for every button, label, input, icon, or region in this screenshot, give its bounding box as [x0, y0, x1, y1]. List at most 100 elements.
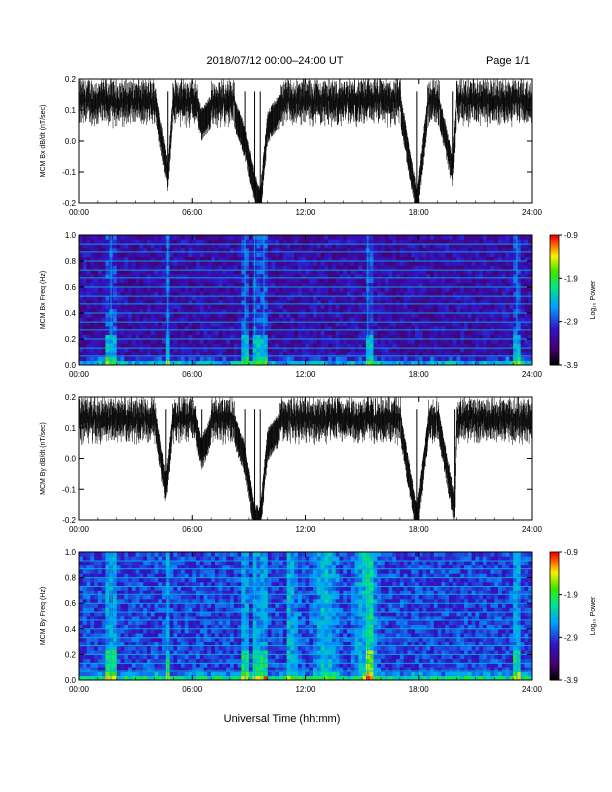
spectrogram-cell — [97, 313, 103, 318]
spectrogram-cell — [358, 235, 363, 240]
spectrogram-cell — [441, 265, 446, 271]
spectrogram-cell — [135, 261, 140, 266]
spectrogram-cell — [305, 265, 310, 271]
spectrogram-cell — [86, 274, 91, 279]
spectrogram-cell — [362, 291, 367, 297]
spectrogram-cell — [282, 339, 288, 344]
spectrogram-cell — [173, 577, 178, 583]
spectrogram-cell — [162, 620, 167, 625]
spectrogram-cell — [226, 295, 231, 301]
spectrogram-cell — [101, 360, 106, 366]
spectrogram-cell — [275, 278, 280, 284]
spectrogram-cell — [275, 313, 280, 318]
spectrogram-cell — [414, 295, 420, 301]
spectrogram-cell — [218, 343, 223, 349]
spectrogram-cell — [192, 287, 197, 292]
spectrogram-cell — [196, 313, 201, 318]
spectrogram-cell — [441, 256, 446, 262]
spectrogram-cell — [256, 252, 261, 258]
spectrogram-cell — [196, 633, 201, 638]
spectrogram-cell — [154, 556, 159, 561]
spectrogram-cell — [82, 586, 87, 591]
spectrogram-cell — [445, 360, 450, 366]
spectrogram-cell — [335, 334, 340, 340]
spectrogram-cell — [460, 243, 465, 249]
spectrogram-cell — [388, 360, 393, 366]
spectrogram-cell — [460, 256, 465, 262]
colorbar-tick-label: -3.9 — [564, 361, 578, 370]
spectrogram-cell — [211, 300, 216, 305]
spectrogram-cell — [267, 261, 272, 266]
spectrogram-cell — [396, 252, 401, 258]
spectrogram-cell — [158, 586, 163, 591]
spectrogram-cell — [82, 607, 87, 613]
spectrogram-cell — [524, 308, 529, 314]
spectrogram-cell — [399, 261, 405, 266]
spectrogram-cell — [188, 269, 193, 275]
spectrogram-cell — [245, 282, 250, 288]
spectrogram-cell — [207, 287, 212, 292]
spectrogram-cell — [467, 300, 472, 305]
spectrogram-cell — [218, 278, 223, 284]
spectrogram-cell — [112, 248, 118, 253]
colorbar-cell — [550, 330, 559, 333]
spectrogram-cell — [184, 282, 189, 288]
spectrogram-cell — [196, 278, 201, 284]
spectrogram-cell — [263, 248, 269, 253]
spectrogram-cell — [445, 287, 450, 292]
spectrogram-cell — [528, 278, 533, 284]
spectrogram-cell — [282, 282, 288, 288]
spectrogram-cell — [101, 295, 106, 301]
spectrogram-cell — [350, 239, 355, 245]
spectrogram-cell — [139, 577, 144, 583]
spectrogram-cell — [520, 261, 525, 266]
spectrogram-cell — [131, 641, 137, 647]
spectrogram-cell — [192, 633, 197, 638]
spectrogram-cell — [233, 248, 238, 253]
spectrogram-cell — [120, 278, 125, 284]
spectrogram-cell — [199, 239, 204, 245]
spectrogram-cell — [105, 287, 110, 292]
spectrogram-cell — [218, 330, 223, 336]
spectrogram-cell — [90, 607, 95, 613]
spectrogram-cell — [381, 274, 386, 279]
spectrogram-cell — [316, 274, 321, 279]
spectrogram-cell — [112, 598, 118, 604]
spectrogram-cell — [211, 654, 216, 660]
spectrogram-cell — [82, 278, 87, 284]
spectrogram-cell — [180, 356, 186, 362]
spectrogram-cell — [226, 256, 231, 262]
spectrogram-cell — [154, 603, 159, 608]
spectrogram-cell — [222, 321, 227, 327]
spectrogram-cell — [131, 611, 137, 617]
spectrogram-cell — [94, 577, 99, 583]
spectrogram-cell — [445, 352, 450, 357]
spectrogram-cell — [79, 590, 84, 596]
spectrogram-cell — [177, 235, 182, 240]
spectrogram-cell — [158, 269, 163, 275]
spectrogram-cell — [131, 300, 137, 305]
spectrogram-cell — [362, 352, 367, 357]
spectrogram-cell — [94, 269, 99, 275]
spectrogram-cell — [112, 641, 118, 647]
spectrogram-cell — [245, 269, 250, 275]
spectrogram-cell — [339, 308, 344, 314]
spectrogram-cell — [396, 295, 401, 301]
spectrogram-cell — [207, 300, 212, 305]
spectrogram-cell — [203, 675, 208, 681]
spectrogram-cell — [297, 330, 303, 336]
spectrogram-cell — [241, 347, 246, 353]
spectrogram-cell — [180, 304, 186, 310]
spectrogram-cell — [347, 274, 352, 279]
spectrogram-cell — [199, 278, 204, 284]
spectrogram-cell — [203, 641, 208, 647]
spectrogram-cell — [384, 352, 389, 357]
spectrogram-cell — [316, 321, 321, 327]
spectrogram-cell — [362, 304, 367, 310]
spectrogram-cell — [101, 611, 106, 617]
spectrogram-cell — [475, 243, 480, 249]
spectrogram-cell — [516, 334, 522, 340]
spectrogram-cell — [82, 300, 87, 305]
spectrogram-cell — [82, 564, 87, 570]
spectrogram-cell — [414, 243, 420, 249]
